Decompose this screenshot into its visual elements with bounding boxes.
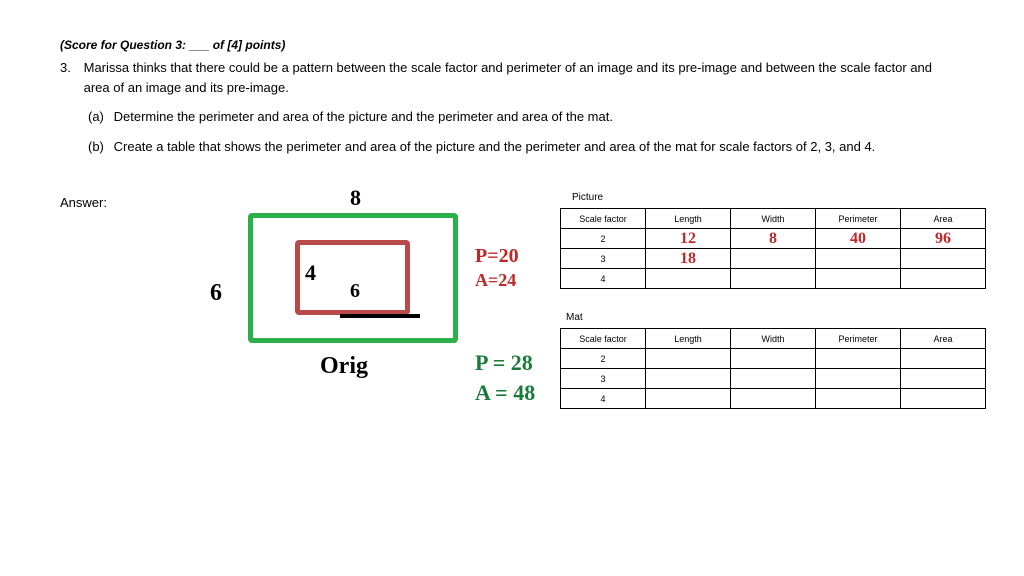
- outer-area: A = 48: [475, 380, 535, 406]
- col-width: Width: [731, 209, 816, 229]
- picture-table: Scale factor Length Width Perimeter Area…: [560, 208, 986, 289]
- outer-width-label: 8: [350, 185, 361, 211]
- col-area: Area: [901, 209, 986, 229]
- inner-perimeter: P=20: [475, 245, 519, 268]
- cell-length: 12: [646, 229, 731, 249]
- inner-area: A=24: [475, 270, 516, 291]
- cell-sf: 2: [561, 349, 646, 369]
- cell-perimeter: [816, 269, 901, 289]
- cell-area: [901, 249, 986, 269]
- table-row: 2: [561, 349, 986, 369]
- part-b-text: Create a table that shows the perimeter …: [114, 137, 914, 157]
- cell-perimeter: 40: [816, 229, 901, 249]
- cell-area: [901, 269, 986, 289]
- handwritten-value: 96: [935, 230, 951, 247]
- cell-width: [731, 249, 816, 269]
- mat-table-label: Mat: [566, 312, 583, 323]
- question-block: 3. Marissa thinks that there could be a …: [60, 58, 940, 156]
- answer-label: Answer:: [60, 195, 107, 210]
- cell-perimeter: [816, 249, 901, 269]
- orig-label: Orig: [320, 353, 368, 380]
- table-row: 3 18: [561, 249, 986, 269]
- col-width: Width: [731, 329, 816, 349]
- outer-perimeter: P = 28: [475, 350, 533, 376]
- cell-sf: 3: [561, 369, 646, 389]
- table-header-row: Scale factor Length Width Perimeter Area: [561, 329, 986, 349]
- cell-width: 8: [731, 229, 816, 249]
- col-perimeter: Perimeter: [816, 209, 901, 229]
- part-a-label: (a): [88, 107, 110, 127]
- cell-sf: 4: [561, 269, 646, 289]
- col-perimeter: Perimeter: [816, 329, 901, 349]
- handwritten-value: 8: [769, 230, 777, 247]
- cell-width: [731, 269, 816, 289]
- table-row: 4: [561, 269, 986, 289]
- cell-sf: 2: [561, 229, 646, 249]
- table-header-row: Scale factor Length Width Perimeter Area: [561, 209, 986, 229]
- picture-table-label: Picture: [572, 192, 603, 203]
- cell-length: [646, 269, 731, 289]
- col-scale-factor: Scale factor: [561, 209, 646, 229]
- col-length: Length: [646, 209, 731, 229]
- col-length: Length: [646, 329, 731, 349]
- inner-width-label: 6: [350, 280, 360, 303]
- col-area: Area: [901, 329, 986, 349]
- cell-sf: 4: [561, 389, 646, 409]
- handwritten-value: 40: [850, 230, 866, 247]
- cell-area: 96: [901, 229, 986, 249]
- score-line: (Score for Question 3: ___ of [4] points…: [60, 38, 285, 52]
- inner-baseline: [340, 314, 420, 318]
- table-row: 3: [561, 369, 986, 389]
- table-row: 4: [561, 389, 986, 409]
- col-scale-factor: Scale factor: [561, 329, 646, 349]
- inner-height-label: 4: [305, 260, 316, 286]
- question-number: 3.: [60, 58, 80, 78]
- question-text: Marissa thinks that there could be a pat…: [84, 58, 934, 97]
- handwritten-value: 12: [680, 230, 696, 247]
- part-a-text: Determine the perimeter and area of the …: [114, 107, 914, 127]
- part-b-label: (b): [88, 137, 110, 157]
- handwritten-value: 18: [680, 250, 696, 267]
- mat-table: Scale factor Length Width Perimeter Area…: [560, 328, 986, 409]
- cell-sf: 3: [561, 249, 646, 269]
- cell-length: 18: [646, 249, 731, 269]
- outer-height-label: 6: [210, 280, 222, 307]
- diagram: 8 6 4 6 P=20 A=24 P = 28 A = 48 Orig: [200, 185, 540, 405]
- table-row: 2 12 8 40 96: [561, 229, 986, 249]
